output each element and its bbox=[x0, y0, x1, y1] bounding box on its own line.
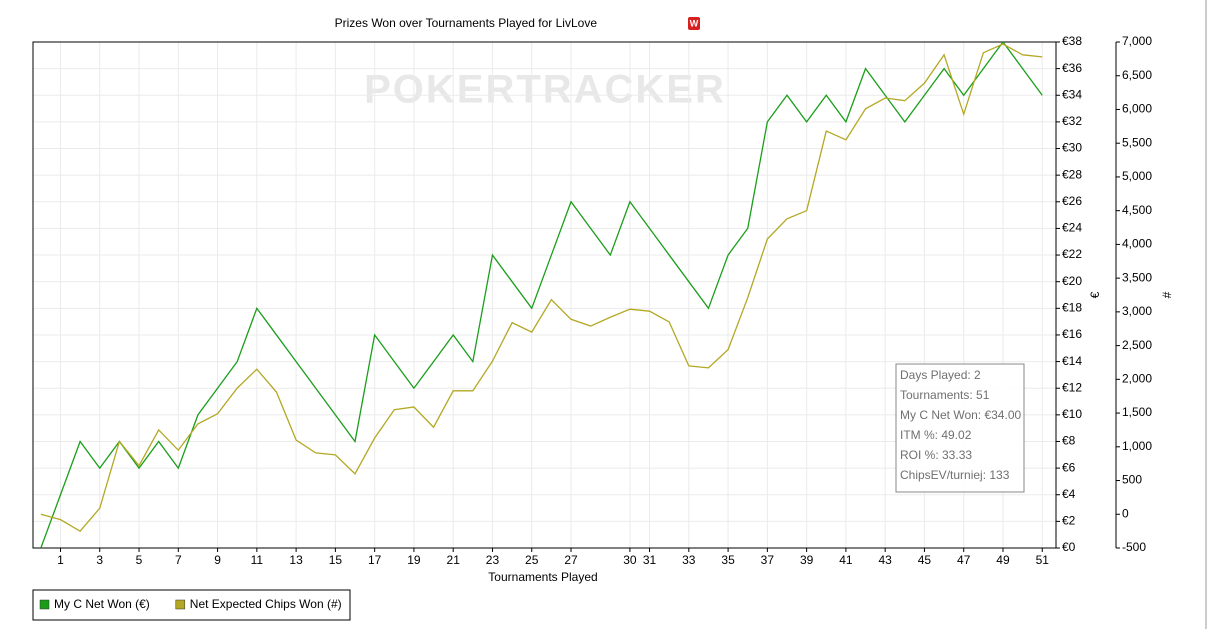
x-tick-label: 3 bbox=[96, 553, 103, 567]
x-tick-label: 23 bbox=[486, 553, 500, 567]
legend-box bbox=[32, 589, 351, 621]
y-tick-label: €30 bbox=[1062, 141, 1082, 155]
x-tick-label: 41 bbox=[839, 553, 853, 567]
x-tick-label: 25 bbox=[525, 553, 539, 567]
legend-swatch bbox=[175, 599, 186, 610]
x-tick-label: 43 bbox=[878, 553, 892, 567]
title-icon: W bbox=[688, 17, 700, 30]
y2-tick-label: 7,000 bbox=[1122, 34, 1152, 48]
x-tick-label: 17 bbox=[368, 553, 382, 567]
x-tick-label: 45 bbox=[918, 553, 932, 567]
plot-frame bbox=[32, 41, 1057, 549]
watermark: POKERTRACKER bbox=[364, 68, 726, 112]
y2-tick-label: 3,500 bbox=[1122, 270, 1152, 284]
x-axis-label: Tournaments Played bbox=[488, 570, 597, 584]
y2-tick-label: 500 bbox=[1122, 473, 1142, 487]
info-line: ROI %: 33.33 bbox=[900, 448, 972, 462]
y2-tick-label: 5,000 bbox=[1122, 169, 1152, 183]
y2-tick-label: 3,000 bbox=[1122, 304, 1152, 318]
x-tick-label: 21 bbox=[447, 553, 461, 567]
y2-tick-label: 6,500 bbox=[1122, 68, 1152, 82]
legend-label: My C Net Won (€) bbox=[54, 597, 150, 611]
y-tick-label: €20 bbox=[1062, 274, 1082, 288]
y-tick-label: €36 bbox=[1062, 61, 1082, 75]
x-tick-label: 39 bbox=[800, 553, 814, 567]
y-tick-label: €26 bbox=[1062, 194, 1082, 208]
y-tick-label: €24 bbox=[1062, 221, 1082, 235]
x-tick-label: 47 bbox=[957, 553, 971, 567]
x-tick-label: 15 bbox=[329, 553, 343, 567]
y-tick-label: €32 bbox=[1062, 114, 1082, 128]
y2-axis-label: # bbox=[1160, 291, 1174, 298]
series-line bbox=[40, 43, 1043, 532]
y-tick-label: €2 bbox=[1062, 514, 1076, 528]
info-line: ChipsEV/turniej: 133 bbox=[900, 468, 1010, 482]
x-tick-label: 33 bbox=[682, 553, 696, 567]
x-tick-label: 11 bbox=[251, 553, 264, 567]
y-tick-label: €28 bbox=[1062, 167, 1082, 181]
svg-text:W: W bbox=[690, 18, 699, 28]
x-tick-label: 51 bbox=[1036, 553, 1050, 567]
y2-tick-label: 6,000 bbox=[1122, 102, 1152, 116]
y2-tick-label: 2,000 bbox=[1122, 372, 1152, 386]
y-tick-label: €38 bbox=[1062, 34, 1082, 48]
y-tick-label: €10 bbox=[1062, 407, 1082, 421]
info-line: ITM %: 49.02 bbox=[900, 428, 972, 442]
x-tick-label: 1 bbox=[57, 553, 64, 567]
y-tick-label: €14 bbox=[1062, 354, 1082, 368]
chart-title: Prizes Won over Tournaments Played for L… bbox=[335, 16, 598, 30]
x-tick-label: 37 bbox=[761, 553, 775, 567]
y-tick-label: €34 bbox=[1062, 87, 1082, 101]
info-line: Days Played: 2 bbox=[900, 368, 981, 382]
y2-tick-label: 0 bbox=[1122, 506, 1129, 520]
y-tick-label: €22 bbox=[1062, 247, 1082, 261]
y-tick-label: €18 bbox=[1062, 300, 1082, 314]
y2-tick-label: 2,500 bbox=[1122, 338, 1152, 352]
info-line: My C Net Won: €34.00 bbox=[900, 408, 1021, 422]
y2-tick-label: 1,500 bbox=[1122, 405, 1152, 419]
series-line bbox=[40, 42, 1043, 548]
x-tick-label: 49 bbox=[996, 553, 1010, 567]
y-tick-label: €4 bbox=[1062, 487, 1076, 501]
legend-label: Net Expected Chips Won (#) bbox=[190, 597, 342, 611]
y-tick-label: €16 bbox=[1062, 327, 1082, 341]
y-tick-label: €8 bbox=[1062, 434, 1076, 448]
y2-tick-label: 4,000 bbox=[1122, 237, 1152, 251]
x-tick-label: 31 bbox=[643, 553, 657, 567]
x-tick-label: 30 bbox=[623, 553, 637, 567]
x-tick-label: 19 bbox=[407, 553, 421, 567]
y-tick-label: €0 bbox=[1062, 540, 1076, 554]
info-box bbox=[895, 363, 1025, 493]
y2-tick-label: 1,000 bbox=[1122, 439, 1152, 453]
x-tick-label: 13 bbox=[289, 553, 303, 567]
y-axis-label: € bbox=[1088, 291, 1102, 298]
x-tick-label: 9 bbox=[214, 553, 221, 567]
x-tick-label: 7 bbox=[175, 553, 182, 567]
x-tick-label: 5 bbox=[136, 553, 143, 567]
x-tick-label: 27 bbox=[564, 553, 578, 567]
info-line: Tournaments: 51 bbox=[900, 388, 990, 402]
y2-tick-label: 4,500 bbox=[1122, 203, 1152, 217]
y2-tick-label: -500 bbox=[1122, 540, 1146, 554]
x-tick-label: 35 bbox=[721, 553, 735, 567]
y2-tick-label: 5,500 bbox=[1122, 135, 1152, 149]
legend-swatch bbox=[39, 599, 50, 610]
y-tick-label: €12 bbox=[1062, 380, 1082, 394]
y-tick-label: €6 bbox=[1062, 460, 1076, 474]
